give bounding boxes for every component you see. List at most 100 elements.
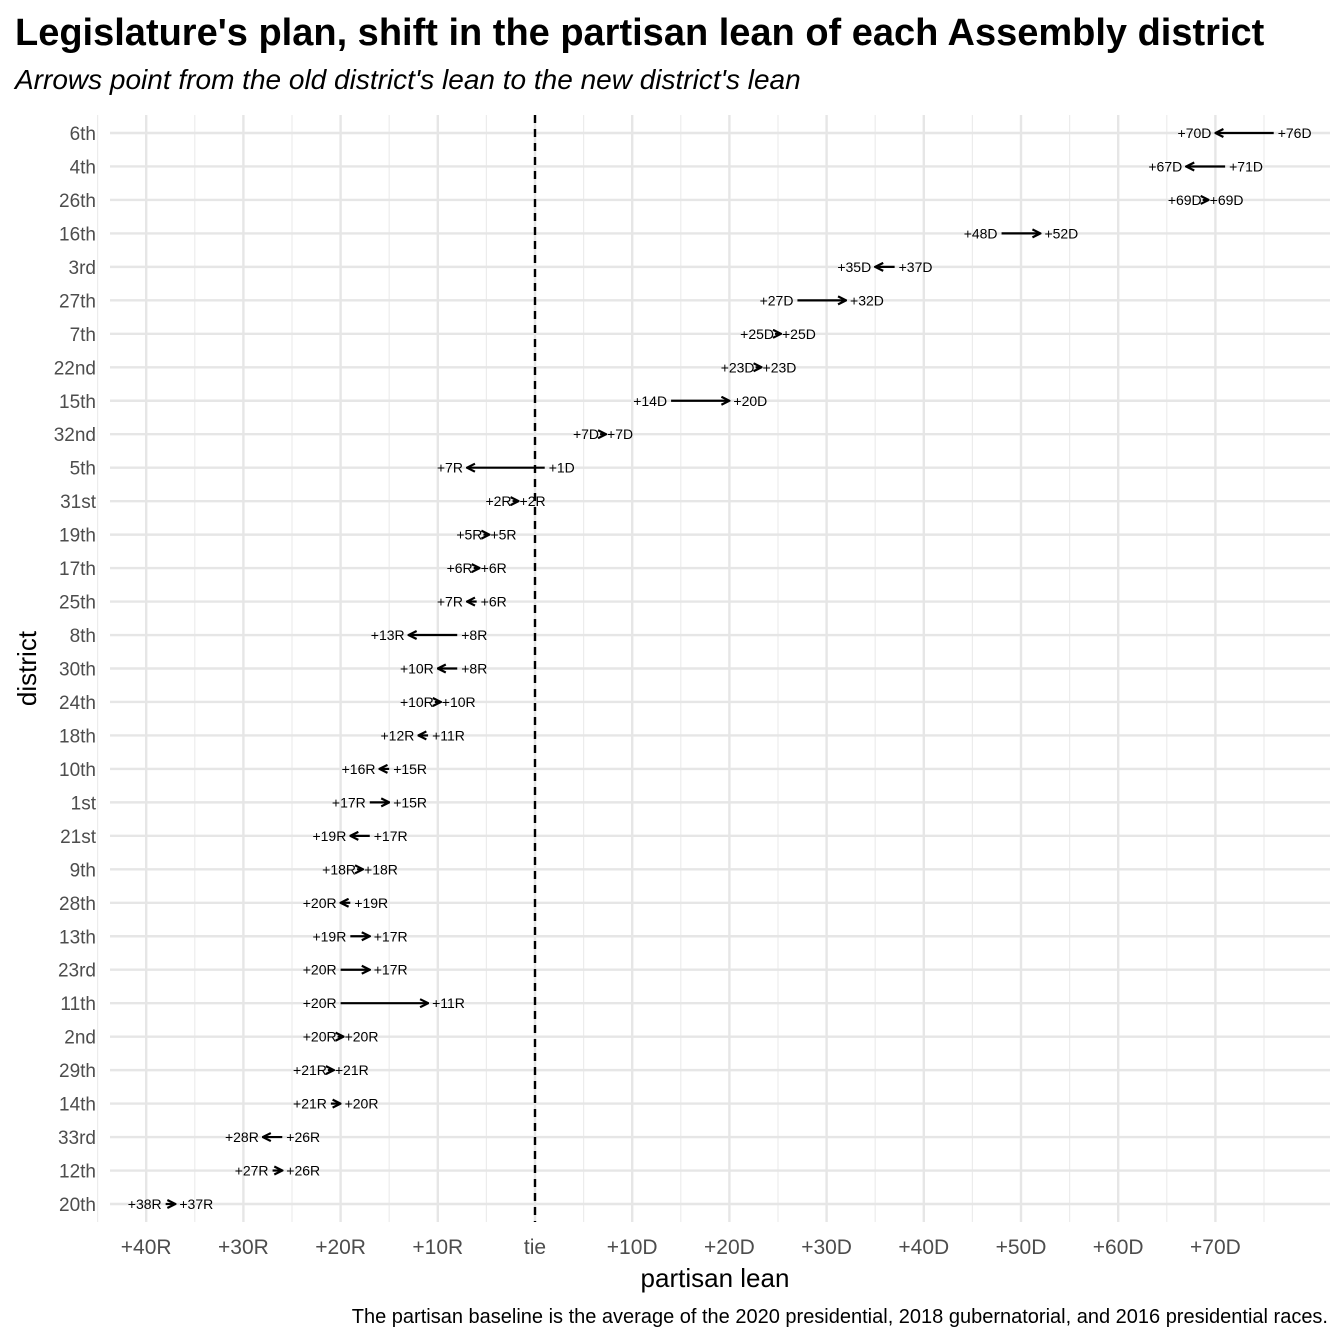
- new-lean-label: +18R: [364, 861, 398, 877]
- old-lean-label: +6R: [481, 594, 507, 610]
- new-lean-label: +35D: [837, 259, 871, 275]
- district-arrow-13th: +19R +17R: [312, 928, 407, 944]
- y-tick-label: 12th: [59, 1162, 96, 1183]
- y-tick-label: 16th: [59, 224, 96, 245]
- new-lean-label: +11R: [432, 995, 465, 1011]
- new-lean-label: +19R: [312, 828, 346, 844]
- y-tick-label: 26th: [59, 191, 96, 212]
- district-arrow-26th: +69D +69D: [1168, 192, 1244, 208]
- x-axis-ticks: +40R +30R +20R +10R tie +10D +20D +30D +40D +50D +…: [121, 1236, 1241, 1259]
- new-lean-label: +20D: [733, 393, 767, 409]
- new-lean-label: +7R: [437, 594, 463, 610]
- old-lean-label: +21R: [293, 1062, 327, 1078]
- old-lean-label: +2R: [485, 493, 511, 509]
- y-tick-label: 10th: [59, 760, 96, 781]
- new-lean-label: +7R: [437, 460, 463, 476]
- old-lean-label: +27D: [760, 292, 794, 308]
- new-lean-label: +21R: [335, 1062, 369, 1078]
- y-tick-label: 31st: [60, 492, 97, 513]
- district-arrow-20th: +38R +37R: [128, 1196, 213, 1212]
- new-lean-label: +26R: [286, 1163, 320, 1179]
- y-tick-label: 13th: [59, 927, 96, 948]
- y-tick-label: 25th: [59, 593, 96, 614]
- old-lean-label: +18R: [322, 861, 356, 877]
- new-lean-label: +16R: [342, 761, 376, 777]
- y-tick-label: 3rd: [69, 258, 96, 279]
- x-tick-label: +50D: [996, 1236, 1047, 1259]
- y-tick-label: 19th: [59, 526, 96, 547]
- old-lean-label: +5R: [456, 527, 482, 543]
- old-lean-label: +10R: [400, 694, 434, 710]
- x-tick-label: +40R: [121, 1236, 172, 1259]
- district-arrow-15th: +14D +20D: [633, 393, 767, 409]
- y-tick-label: 27th: [59, 291, 96, 312]
- old-lean-label: +19R: [312, 928, 346, 944]
- district-arrow-17th: +6R +6R: [447, 560, 507, 576]
- district-arrow-9th: +18R +18R: [322, 861, 398, 877]
- y-tick-label: 21st: [60, 827, 97, 848]
- chart-subtitle: Arrows point from the old district's lea…: [15, 64, 801, 95]
- y-tick-label: 18th: [59, 726, 96, 747]
- district-arrow-6th: +76D +70D: [1178, 125, 1312, 141]
- new-lean-label: +37R: [179, 1196, 213, 1212]
- district-arrow-28th: +19R +20R: [303, 895, 388, 911]
- y-tick-label: 22nd: [54, 358, 96, 379]
- y-tick-label: 15th: [59, 392, 96, 413]
- y-tick-label: 30th: [59, 660, 96, 681]
- district-arrow-29th: +21R +21R: [293, 1062, 369, 1078]
- chart-caption: The partisan baseline is the average of …: [351, 1306, 1328, 1328]
- old-lean-label: +11R: [432, 727, 465, 743]
- y-tick-label: 1st: [71, 793, 97, 814]
- old-lean-label: +20R: [303, 995, 337, 1011]
- district-arrow-2nd: +20R +20R: [303, 1029, 379, 1045]
- district-arrow-31st: +2R +2R: [485, 493, 545, 509]
- old-lean-label: +7D: [573, 426, 599, 442]
- y-tick-label: 32nd: [54, 425, 96, 446]
- new-lean-label: +2R: [520, 493, 546, 509]
- new-lean-label: +17R: [374, 928, 408, 944]
- x-axis-title: partisan lean: [641, 1263, 790, 1293]
- old-lean-label: +38R: [128, 1196, 162, 1212]
- district-arrow-10th: +15R +16R: [342, 761, 427, 777]
- old-lean-label: +69D: [1168, 192, 1202, 208]
- y-tick-label: 23rd: [58, 961, 96, 982]
- district-arrow-16th: +48D +52D: [964, 225, 1079, 241]
- district-arrow-27th: +27D +32D: [760, 292, 884, 308]
- y-tick-label: 7th: [70, 325, 96, 346]
- new-lean-label: +17R: [374, 962, 408, 978]
- x-tick-label: +60D: [1093, 1236, 1144, 1259]
- chart-title: Legislature's plan, shift in the partisa…: [15, 12, 1265, 54]
- y-tick-label: 29th: [59, 1061, 96, 1082]
- old-lean-label: +23D: [721, 359, 755, 375]
- new-lean-label: +69D: [1210, 192, 1244, 208]
- district-arrow-1st: +17R +15R: [332, 794, 427, 810]
- x-tick-label: +30R: [218, 1236, 269, 1259]
- y-tick-label: 5th: [70, 459, 96, 480]
- old-lean-label: +20R: [303, 962, 337, 978]
- y-tick-label: 14th: [59, 1095, 96, 1116]
- old-lean-label: +8R: [461, 627, 487, 643]
- new-lean-label: +32D: [850, 292, 884, 308]
- new-lean-label: +25D: [782, 326, 816, 342]
- x-tick-label: +70D: [1190, 1236, 1241, 1259]
- old-lean-label: +25D: [740, 326, 774, 342]
- district-arrow-11th: +20R +11R: [303, 995, 465, 1011]
- old-lean-label: +17R: [374, 828, 408, 844]
- district-arrow-7th: +25D +25D: [740, 326, 816, 342]
- district-arrow-19th: +5R +5R: [456, 527, 516, 543]
- y-tick-label: 8th: [70, 626, 96, 647]
- old-lean-label: +48D: [964, 225, 998, 241]
- district-arrow-22nd: +23D +23D: [721, 359, 797, 375]
- old-lean-label: +20R: [303, 1029, 337, 1045]
- new-lean-label: +28R: [225, 1129, 259, 1145]
- y-axis-title: district: [12, 630, 42, 706]
- new-lean-label: +20R: [345, 1096, 379, 1112]
- y-axis-ticks: 6th 4th 26th 16th 3rd 27th 7th 22nd 15th 32nd 5th 3…: [54, 124, 97, 1216]
- y-tick-label: 33rd: [58, 1128, 96, 1149]
- old-lean-label: +1D: [549, 460, 575, 476]
- new-lean-label: +13R: [371, 627, 405, 643]
- new-lean-label: +52D: [1044, 225, 1078, 241]
- y-tick-label: 17th: [59, 559, 96, 580]
- new-lean-label: +67D: [1148, 158, 1182, 174]
